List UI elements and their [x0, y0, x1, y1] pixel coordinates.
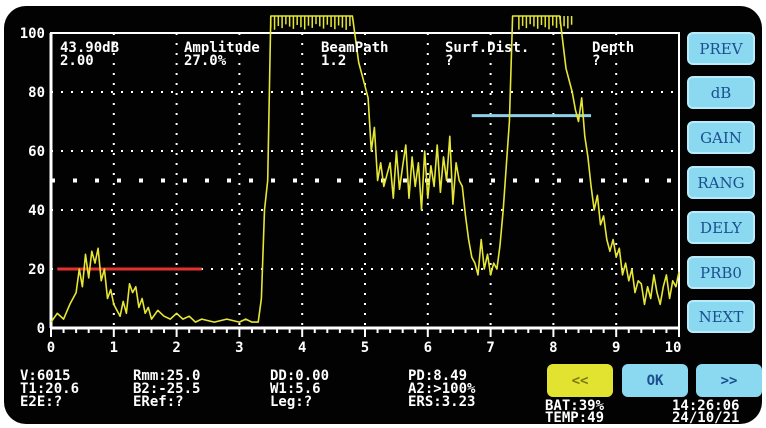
y-tick-label-20: 20 — [28, 262, 45, 278]
x-tick-label-1: 1 — [110, 340, 118, 356]
next-button[interactable]: NEXT — [687, 300, 755, 333]
amplitude-value: 27.0% — [184, 53, 227, 69]
a-scan-trace — [50, 15, 680, 323]
depth-label: Depth — [592, 40, 635, 56]
gates — [57, 114, 592, 271]
a-scan-chart: 0 20 40 60 80 100 0 1 2 3 4 5 6 7 8 9 10 — [20, 15, 682, 356]
a2-readout: A2:>100% — [408, 381, 476, 397]
surf-dist-value: ? — [445, 53, 454, 69]
x-tick-label-0: 0 — [47, 340, 55, 356]
gain-value: 43.90dB — [60, 40, 120, 56]
x-tick-label-6: 6 — [424, 340, 432, 356]
eref-readout: ERef:? — [133, 394, 184, 410]
db-button[interactable]: dB — [687, 76, 755, 109]
chart-axes — [49, 32, 680, 337]
y-tick-label-40: 40 — [28, 203, 45, 219]
x-tick-label-10: 10 — [665, 340, 682, 356]
chart-grid — [51, 33, 679, 328]
gain-step: 2.00 — [60, 53, 94, 69]
y-tick-label-60: 60 — [28, 144, 45, 160]
x-tick-label-2: 2 — [172, 340, 180, 356]
b2-readout: B2:-25.5 — [133, 381, 201, 397]
x-tick-labels: 0 1 2 3 4 5 6 7 8 9 10 — [47, 340, 682, 356]
clock-time: 14:26:06 — [672, 398, 740, 414]
x-tick-label-3: 3 — [235, 340, 243, 356]
back-button[interactable]: << — [547, 364, 613, 397]
range-button[interactable]: RANG — [687, 166, 755, 199]
pd-readout: PD:8.49 — [408, 368, 468, 384]
surf-dist-label: Surf.Dist. — [445, 40, 530, 56]
amplitude-label: Amplitude — [184, 40, 260, 56]
depth-value: ? — [592, 53, 601, 69]
beampath-value: 1.2 — [321, 53, 347, 69]
y-tick-label-0: 0 — [37, 321, 45, 337]
x-tick-label-5: 5 — [361, 340, 369, 356]
trace-group — [50, 15, 680, 323]
dd-readout: DD:0.00 — [270, 368, 330, 384]
leg-readout: Leg:? — [270, 394, 313, 410]
y-tick-label-80: 80 — [28, 85, 45, 101]
battery-readout: BAT:39% — [545, 398, 605, 414]
ers-readout: ERS:3.23 — [408, 394, 476, 410]
beampath-label: BeamPath — [321, 40, 389, 56]
prev-button[interactable]: PREV — [687, 32, 755, 65]
y-tick-labels: 0 20 40 60 80 100 — [20, 26, 45, 337]
velocity-readout: V:6015 — [20, 368, 71, 384]
clock-date: 24/10/21 — [672, 410, 740, 424]
rmm-readout: Rmm:25.0 — [133, 368, 201, 384]
x-tick-label-4: 4 — [298, 340, 306, 356]
ok-button[interactable]: OK — [622, 364, 688, 397]
x-tick-label-7: 7 — [486, 340, 494, 356]
x-tick-label-8: 8 — [549, 340, 557, 356]
saturation-marks — [270, 16, 573, 30]
y-tick-label-100: 100 — [20, 26, 45, 42]
w1-readout: W1:5.6 — [270, 381, 321, 397]
delay-button[interactable]: DELY — [687, 211, 755, 244]
gain-button[interactable]: GAIN — [687, 121, 755, 154]
device-screen: 0 20 40 60 80 100 0 1 2 3 4 5 6 7 8 9 10 43.90dB 2.00 A… — [4, 6, 762, 424]
x-tick-label-9: 9 — [612, 340, 620, 356]
temperature-readout: TEMP:49 — [545, 410, 605, 424]
e2e-readout: E2E:? — [20, 394, 63, 410]
t1-readout: T1:20.6 — [20, 381, 80, 397]
forward-button[interactable]: >> — [696, 364, 762, 397]
probe-button[interactable]: PRB0 — [687, 256, 755, 289]
